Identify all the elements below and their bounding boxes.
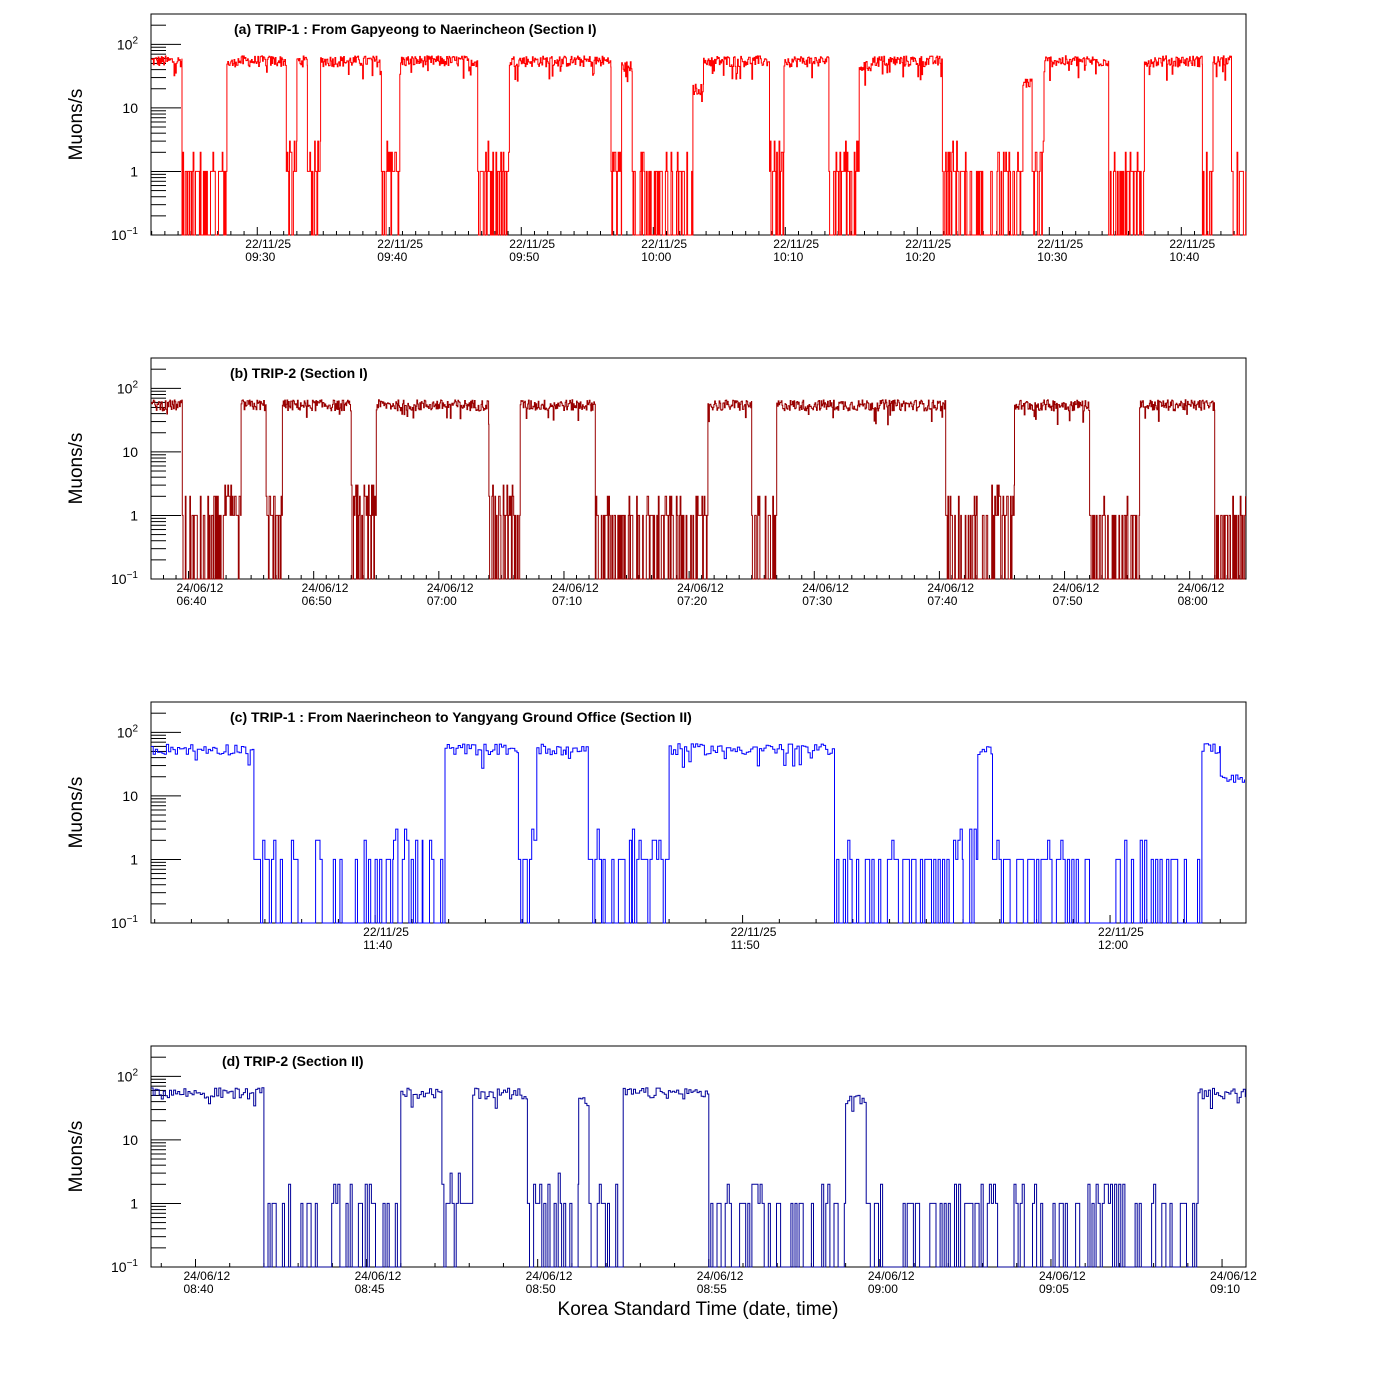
x-tick-time: 10:30 [1037,250,1067,264]
x-tick-date: 24/06/12 [526,1269,573,1283]
x-tick-date: 24/06/12 [802,581,849,595]
x-tick-time: 08:40 [183,1282,213,1296]
x-tick-time: 07:40 [927,594,957,608]
x-tick-date: 24/06/12 [1210,1269,1257,1283]
x-tick-date: 24/06/12 [677,581,724,595]
x-tick-time: 10:00 [641,250,671,264]
x-tick-date: 24/06/12 [355,1269,402,1283]
x-tick-time: 10:10 [773,250,803,264]
panel-title: (a) TRIP-1 : From Gapyeong to Naerincheo… [234,21,596,37]
x-tick-date: 24/06/12 [1178,581,1225,595]
y-tick-label: 10 [122,444,138,460]
y-axis-title: Muons/s [66,777,87,849]
series-line [151,1087,1246,1268]
chart-panel-b: 10−1 1 10 102 Muons/s (b) TRIP-2 (Section I) 2… [66,357,1247,608]
x-tick-date: 24/06/12 [177,581,224,595]
panels-group: 10−1 1 10 102 Muons/s (a) TRIP-1 : From Gapye… [66,13,1257,1296]
x-tick-time: 09:50 [509,250,539,264]
x-tick-date: 22/11/25 [1037,237,1083,251]
y-tick-label: 1 [130,1195,138,1211]
y-tick-label: 102 [117,723,139,740]
x-tick-time: 09:30 [245,250,275,264]
y-tick-label: 102 [117,1067,139,1084]
x-tick-time: 11:50 [731,938,760,952]
chart-panel-a: 10−1 1 10 102 Muons/s (a) TRIP-1 : From Gapye… [66,13,1247,264]
x-axis-title: Korea Standard Time (date, time) [558,1299,839,1320]
y-tick-label: 102 [117,35,139,52]
y-tick-label: 102 [117,379,139,396]
y-tick-label: 1 [130,851,138,867]
y-tick-label: 10−1 [111,1258,138,1275]
x-tick-time: 07:20 [677,594,707,608]
chart-panel-d: 10−1 1 10 102 Muons/s (d) TRIP-2 (Section II)… [66,1045,1257,1296]
y-tick-label: 1 [130,163,138,179]
x-tick-date: 22/11/25 [1169,237,1215,251]
y-tick-label: 10−1 [111,570,138,587]
x-tick-time: 11:40 [363,938,392,952]
x-tick-date: 22/11/25 [245,237,291,251]
x-tick-time: 10:20 [905,250,935,264]
panel-title: (b) TRIP-2 (Section I) [230,365,368,381]
x-tick-time: 08:50 [526,1282,556,1296]
x-tick-date: 22/11/25 [641,237,687,251]
x-tick-time: 09:05 [1039,1282,1069,1296]
x-tick-time: 09:00 [868,1282,898,1296]
x-tick-time: 08:55 [697,1282,727,1296]
x-tick-date: 22/11/25 [731,925,777,939]
x-tick-time: 09:10 [1210,1282,1240,1296]
x-tick-date: 22/11/25 [509,237,555,251]
x-tick-date: 22/11/25 [773,237,819,251]
series-line [151,399,1246,580]
x-tick-date: 24/06/12 [552,581,599,595]
x-tick-time: 09:40 [377,250,407,264]
y-tick-label: 10 [122,100,138,116]
x-tick-date: 22/11/25 [377,237,423,251]
x-tick-date: 24/06/12 [427,581,474,595]
x-tick-date: 24/06/12 [1053,581,1100,595]
x-tick-date: 22/11/25 [363,925,409,939]
x-tick-time: 12:00 [1098,938,1128,952]
series-line [151,743,1245,924]
x-tick-date: 24/06/12 [183,1269,230,1283]
x-tick-date: 22/11/25 [1098,925,1144,939]
x-tick-time: 07:30 [802,594,832,608]
x-tick-time: 08:00 [1178,594,1208,608]
x-tick-date: 24/06/12 [302,581,349,595]
x-tick-time: 07:00 [427,594,457,608]
x-tick-date: 24/06/12 [927,581,974,595]
x-tick-time: 07:10 [552,594,582,608]
x-tick-date: 24/06/12 [1039,1269,1086,1283]
x-tick-date: 24/06/12 [868,1269,915,1283]
x-tick-time: 08:45 [355,1282,385,1296]
x-tick-time: 06:40 [177,594,207,608]
chart-panel-c: 10−1 1 10 102 Muons/s (c) TRIP-1 : From Naeri… [66,701,1247,952]
x-tick-time: 10:40 [1169,250,1199,264]
panel-title: (d) TRIP-2 (Section II) [222,1053,364,1069]
y-axis-title: Muons/s [66,1121,87,1193]
plot-frame [150,1045,1247,1268]
y-tick-label: 10−1 [111,226,138,243]
y-tick-label: 1 [130,507,138,523]
x-tick-time: 07:50 [1053,594,1083,608]
y-tick-label: 10 [122,788,138,804]
series-line [151,55,1247,236]
y-axis-title: Muons/s [66,89,87,161]
plot-frame [150,357,1247,580]
plot-frame [150,13,1247,236]
plot-frame [150,701,1247,924]
panel-title: (c) TRIP-1 : From Naerincheon to Yangyan… [230,709,692,725]
y-axis-title: Muons/s [66,433,87,505]
y-tick-label: 10−1 [111,914,138,931]
x-tick-date: 24/06/12 [697,1269,744,1283]
x-tick-date: 22/11/25 [905,237,951,251]
x-tick-time: 06:50 [302,594,332,608]
y-tick-label: 10 [122,1132,138,1148]
